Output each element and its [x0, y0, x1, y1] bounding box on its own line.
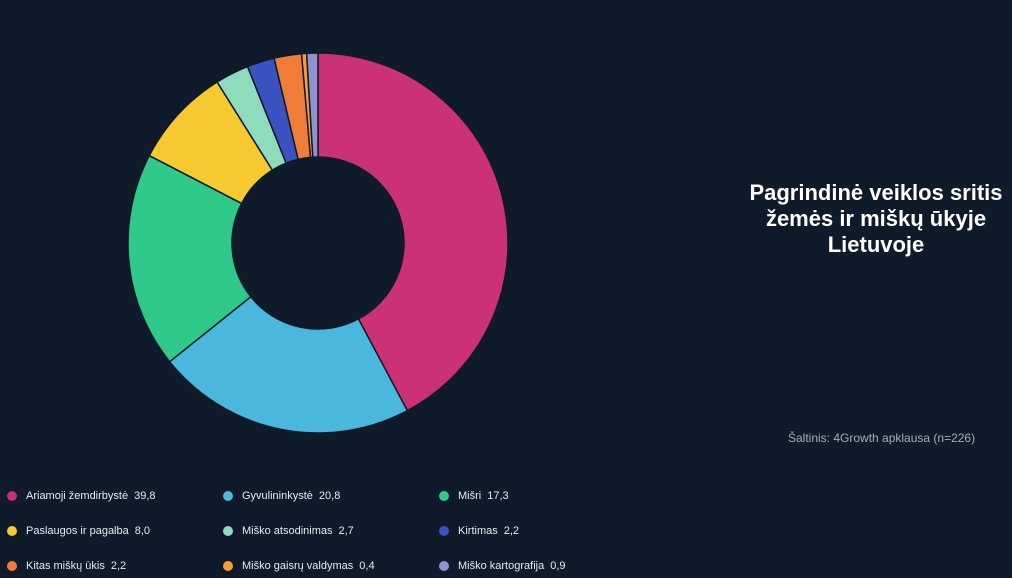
legend-label: Kitas miškų ūkis — [26, 560, 105, 572]
legend-item[interactable]: Gyvulininkystė 20,8 — [216, 490, 340, 502]
legend-item[interactable]: Kitas miškų ūkis 2,2 — [0, 560, 126, 572]
legend-label: Miško gaisrų valdymas — [242, 560, 354, 572]
legend-item[interactable]: Mišri 17,3 — [432, 490, 509, 502]
slice-8[interactable] — [305, 52, 319, 158]
legend-dot-icon — [223, 526, 233, 536]
legend-dot-icon — [223, 491, 233, 501]
legend-value: 2,2 — [503, 525, 520, 537]
legend-dot-icon — [439, 526, 449, 536]
legend-dot-icon — [7, 526, 17, 536]
legend-value: 8,0 — [134, 525, 151, 537]
legend-label: Ariamoji žemdirbystė — [26, 490, 129, 502]
slice-0[interactable] — [317, 52, 509, 412]
legend-label: Paslaugos ir pagalba — [26, 525, 129, 537]
legend-value: 2,2 — [110, 560, 127, 572]
legend-value: 39,8 — [134, 490, 156, 502]
legend-item[interactable]: Miško gaisrų valdymas 0,4 — [216, 560, 375, 572]
legend-label: Miško kartografija — [458, 560, 545, 572]
slice-1[interactable] — [168, 295, 409, 434]
legend-item[interactable]: Paslaugos ir pagalba 8,0 — [0, 525, 150, 537]
legend-label: Kirtimas — [458, 525, 498, 537]
legend-value: 2,7 — [338, 525, 354, 537]
legend-label: Mišri — [458, 490, 482, 502]
slice-2[interactable] — [127, 154, 252, 363]
legend-label: Miško atsodinimas — [242, 525, 333, 537]
legend-item[interactable]: Miško atsodinimas 2,7 — [216, 525, 354, 537]
legend-dot-icon — [223, 561, 233, 571]
chart-source: Šaltinis: 4Growth apklausa (n=226) — [788, 431, 976, 445]
chart-title: Pagrindinė veiklos sritis žemės ir miškų… — [749, 180, 1003, 257]
legend-dot-icon — [439, 561, 449, 571]
legend-value: 20,8 — [318, 490, 341, 502]
legend-value: 0,9 — [550, 560, 566, 572]
legend-dot-icon — [7, 491, 17, 501]
legend-value: 0,4 — [359, 560, 375, 572]
legend-dot-icon — [7, 561, 17, 571]
legend-item[interactable]: Ariamoji žemdirbystė 39,8 — [0, 490, 156, 502]
legend-dot-icon — [439, 491, 449, 501]
legend-item[interactable]: Kirtimas 2,2 — [432, 525, 519, 537]
legend-item[interactable]: Miško kartografija 0,9 — [432, 560, 566, 572]
legend-label: Gyvulininkystė — [242, 490, 313, 502]
legend-value: 17,3 — [487, 490, 509, 502]
